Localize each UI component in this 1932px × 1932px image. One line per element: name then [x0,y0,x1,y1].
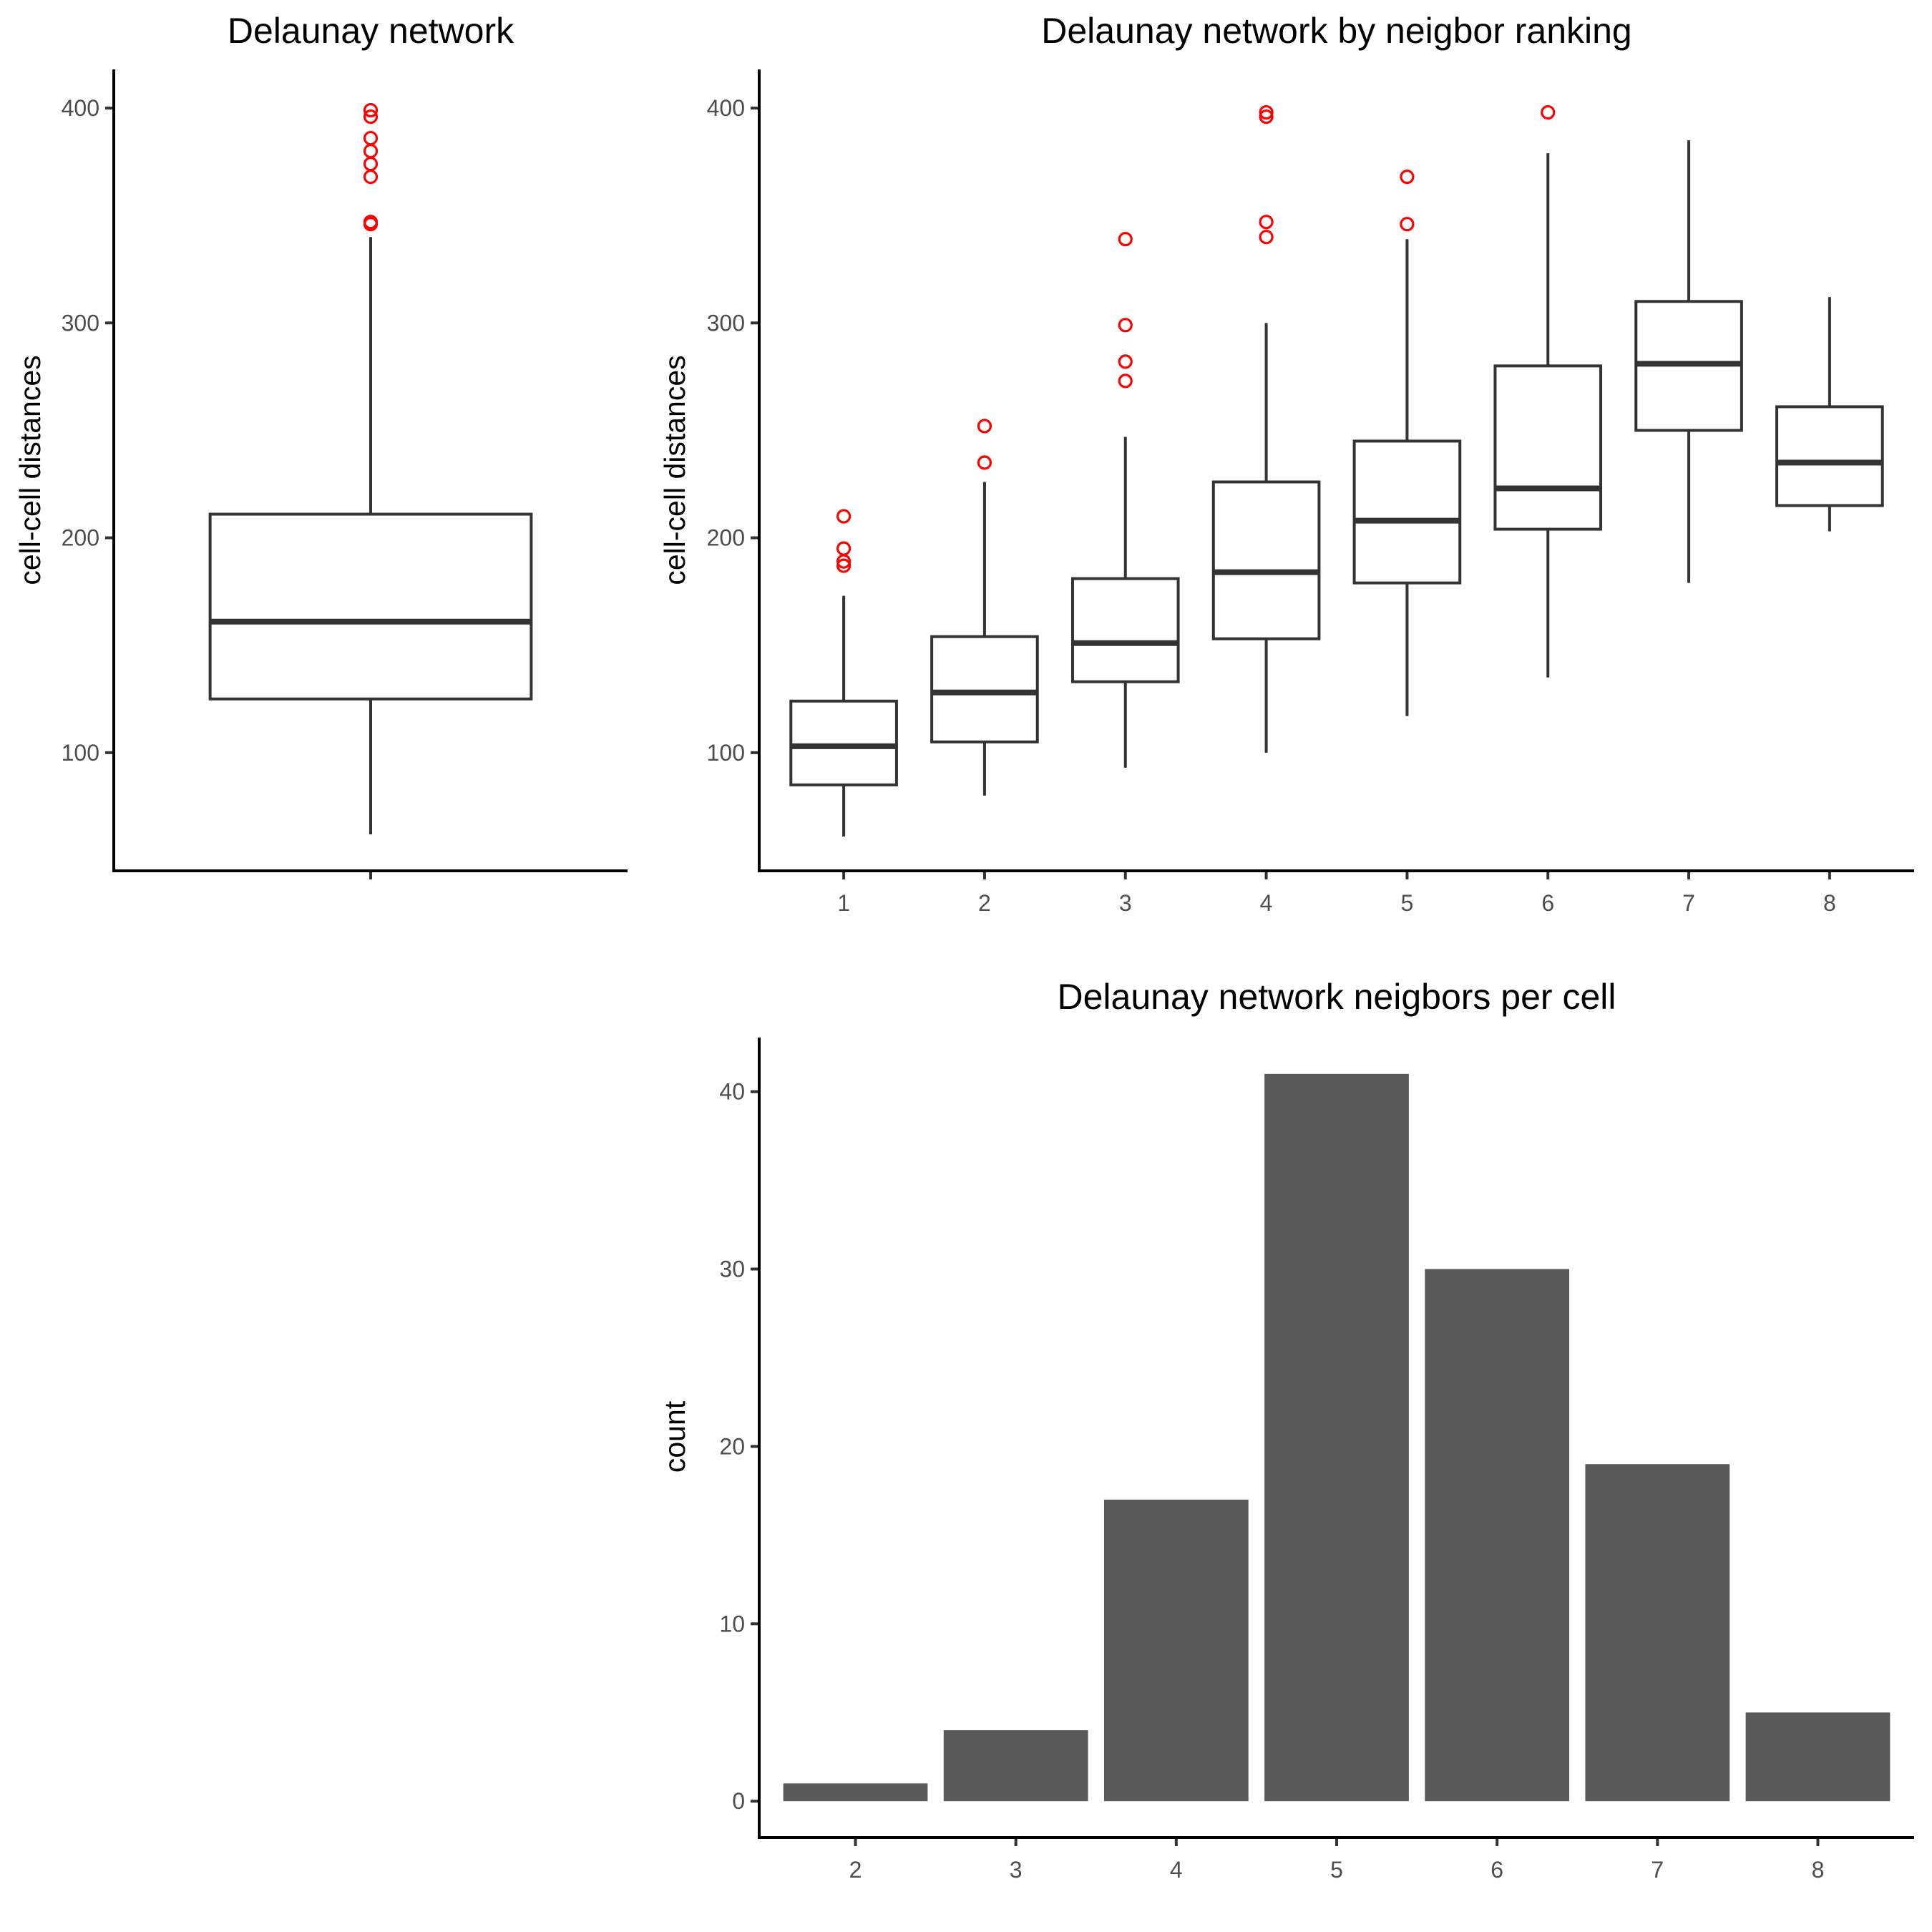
y-tick-label: 200 [62,525,99,551]
outlier-point [1259,230,1274,245]
plot-area [783,1073,1890,1802]
outlier-point [977,419,992,434]
y-tick-label: 20 [719,1433,745,1459]
bar-6 [1425,1269,1570,1802]
iqr-box [789,699,898,786]
outlier-point [1541,104,1556,120]
y-axis-ticks: 0 10 20 30 40 [719,1079,759,1814]
x-tick-label: 4 [1170,1857,1183,1883]
outlier-point [1118,374,1133,389]
outlier-point [1400,217,1415,232]
outlier-point [1118,318,1133,333]
iqr-box [930,635,1039,743]
chart-title: Delaunay network [228,11,514,51]
x-tick-label: 2 [849,1857,862,1883]
panel-delaunay-network: Delaunay network cell-cell distances 100… [14,11,628,879]
iqr-box [208,512,533,701]
y-axis-ticks: 100 200 300 400 [62,95,114,766]
chart-title: Delaunay network neigbors per cell [1058,977,1616,1017]
bar-2 [783,1783,928,1802]
iqr-box [1493,364,1603,531]
outlier-point [363,109,379,125]
iqr-box [1211,480,1321,640]
bar-3 [943,1730,1088,1802]
box-2 [930,419,1039,796]
box-5 [1352,170,1462,716]
box-4 [1211,104,1321,753]
box-1 [789,509,898,836]
panel-by-neighbor-ranking: Delaunay network by neigbor ranking cell… [658,11,1914,916]
outlier-point [1118,232,1133,247]
y-tick-label: 100 [707,740,745,766]
bar-4 [1103,1499,1249,1802]
x-tick-label: 6 [1541,890,1554,916]
x-tick-label: 6 [1491,1857,1503,1883]
y-tick-label: 10 [719,1611,745,1636]
x-tick-label: 3 [1119,890,1132,916]
outlier-point [363,217,379,232]
x-tick-label: 1 [837,890,850,916]
x-tick-label: 5 [1401,890,1414,916]
outlier-point [1259,215,1274,230]
outlier-point [977,455,992,470]
y-tick-label: 0 [732,1788,745,1814]
y-tick-label: 400 [62,95,99,121]
y-tick-label: 100 [62,740,99,766]
iqr-box [1775,405,1884,507]
bar-8 [1745,1712,1890,1802]
box-7 [1634,140,1743,583]
iqr-box [1070,577,1180,683]
box-6 [1493,104,1603,678]
x-tick-label: 8 [1812,1857,1825,1883]
outlier-point [1400,170,1415,185]
x-tick-label: 7 [1651,1857,1664,1883]
outlier-point [1118,354,1133,369]
y-tick-label: 400 [707,95,745,121]
y-tick-label: 200 [707,525,745,551]
x-tick-label: 4 [1260,890,1273,916]
x-tick-label: 2 [978,890,991,916]
x-tick-label: 3 [1010,1857,1023,1883]
x-axis-ticks: 1 2 3 4 5 6 7 8 [837,871,1836,916]
outlier-point [836,554,852,569]
panel-neighbors-per-cell: Delaunay network neigbors per cell count… [658,977,1914,1883]
x-axis-ticks: 2 3 4 5 6 7 8 [849,1838,1825,1883]
y-axis-label: cell-cell distances [658,355,691,585]
box-all [208,102,533,834]
bar-5 [1264,1073,1409,1802]
x-tick-label: 7 [1682,890,1695,916]
y-axis-label: cell-cell distances [14,355,47,585]
bar-7 [1585,1464,1730,1802]
box-3 [1070,232,1180,768]
plot-area [208,102,533,834]
outlier-point [836,509,852,524]
outlier-point [363,102,379,118]
iqr-box [1352,439,1462,585]
y-tick-label: 300 [707,310,745,336]
outlier-point [1259,104,1274,120]
y-axis-label: count [658,1400,691,1473]
box-8 [1775,297,1884,532]
y-tick-label: 300 [62,310,99,336]
x-tick-label: 8 [1823,890,1836,916]
outlier-point [1259,109,1274,125]
y-tick-label: 40 [719,1079,745,1105]
plot-area [789,104,1884,836]
y-axis-ticks: 100 200 300 400 [707,95,759,766]
chart-title: Delaunay network by neigbor ranking [1041,11,1632,51]
outlier-point [836,558,852,573]
x-tick-label: 5 [1330,1857,1343,1883]
y-tick-label: 30 [719,1257,745,1282]
outlier-point [363,170,379,185]
